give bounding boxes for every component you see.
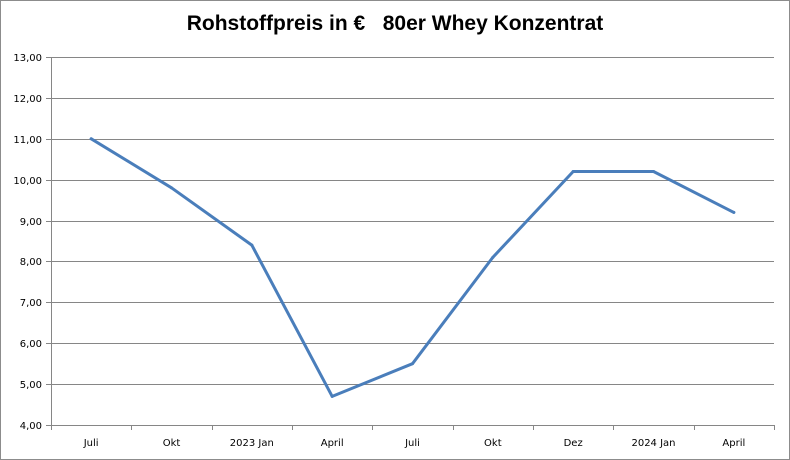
data-point (571, 169, 575, 173)
x-tick-label: April (321, 438, 344, 449)
data-point (652, 169, 655, 173)
series-line (89, 137, 736, 398)
data-point (250, 243, 254, 247)
x-tick-label: Okt (163, 438, 181, 449)
y-tick-label: 6,00 (20, 339, 42, 350)
x-axis-tick-labels: Juli Okt 2023 Jan April Juli Okt Dez 2024 Jan Ap… (83, 438, 746, 449)
data-point (89, 137, 93, 141)
y-tick-label: 13,00 (13, 53, 42, 64)
y-tick-label: 5,00 (20, 380, 42, 391)
x-tick-label: Juli (83, 438, 99, 449)
y-tick-label: 7,00 (20, 298, 42, 309)
data-point (411, 362, 414, 366)
y-tick-label: 10,00 (13, 176, 42, 187)
gridlines (51, 57, 774, 385)
x-tick-label: 2023 Jan (230, 438, 274, 449)
data-point (170, 186, 173, 190)
x-tick-label: Juli (404, 438, 420, 449)
x-tick-label: Okt (484, 438, 502, 449)
x-tick-label: 2024 Jan (631, 438, 675, 449)
y-tick-label: 4,00 (20, 421, 42, 432)
data-point (491, 255, 495, 259)
y-tick-label: 9,00 (20, 217, 42, 228)
x-tick-label: Dez (564, 438, 583, 449)
x-tick-label: April (722, 438, 745, 449)
data-point (732, 210, 736, 214)
y-tick-label: 12,00 (13, 94, 42, 105)
y-tick-label: 11,00 (13, 135, 42, 146)
y-tick-label: 8,00 (20, 257, 42, 268)
data-point (330, 394, 334, 398)
axes (46, 57, 775, 430)
series-layer (89, 137, 736, 398)
chart-title: Rohstoffpreis in € 80er Whey Konzentrat (186, 12, 604, 35)
y-axis-tick-labels: 4,00 5,00 6,00 7,00 8,00 9,00 10,00 11,00 12,00 1… (13, 53, 42, 432)
